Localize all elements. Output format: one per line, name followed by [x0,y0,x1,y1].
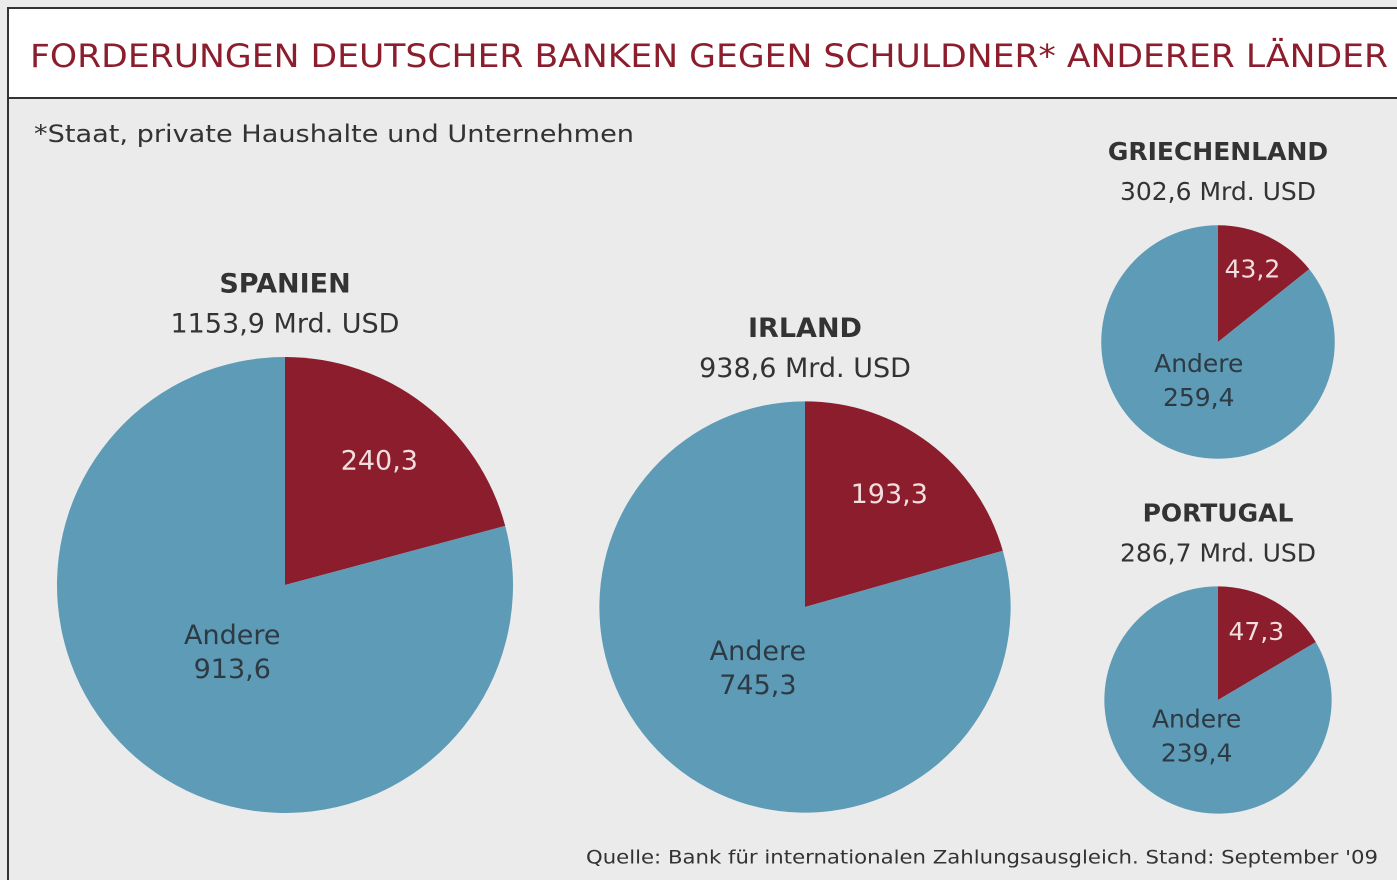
source: Quelle: Bank für internationalen Zahlung… [586,847,1378,869]
pie-slice [805,401,1003,607]
pie-slice [285,357,506,585]
slice-category: Andere [184,620,280,651]
pie-subtitle: 938,6 Mrd. USD [699,353,911,384]
pie-slice [599,401,1011,813]
slice-value-label: 240,3 [341,445,418,476]
chart-title: FORDERUNGEN DEUTSCHER BANKEN GEGEN SCHUL… [30,37,1388,75]
frame [7,7,1397,880]
pie-slice [1104,586,1332,814]
pie-subtitle: 1153,9 Mrd. USD [171,309,400,340]
slice-value-label: 193,3 [851,479,928,510]
slice-category: Andere [710,636,806,667]
pie-title: GRIECHENLAND [1108,137,1328,166]
pie-subtitle: 286,7 Mrd. USD [1120,538,1316,567]
slice-category: Andere [1154,349,1243,378]
pie-slice [1218,225,1310,342]
slice-category: Andere [1152,705,1241,734]
slice-value-label: 47,3 [1228,617,1284,646]
slice-value-label: 913,6 [194,654,271,685]
pie-subtitle: 302,6 Mrd. USD [1120,177,1316,206]
pie-slice [56,357,513,813]
pie-slice [1218,586,1316,700]
pie-title: PORTUGAL [1143,498,1294,527]
title-strip [8,8,1397,98]
slice-value-label: 239,4 [1161,739,1233,768]
slice-value-label: 259,4 [1163,383,1235,412]
slice-value-label: 745,3 [719,670,796,701]
note: *Staat, private Haushalte und Unternehme… [34,120,634,148]
pie-title: IRLAND [748,313,862,344]
slice-value-label: 43,2 [1225,254,1281,283]
pie-title: SPANIEN [219,269,350,300]
pie-slice [1101,225,1335,459]
